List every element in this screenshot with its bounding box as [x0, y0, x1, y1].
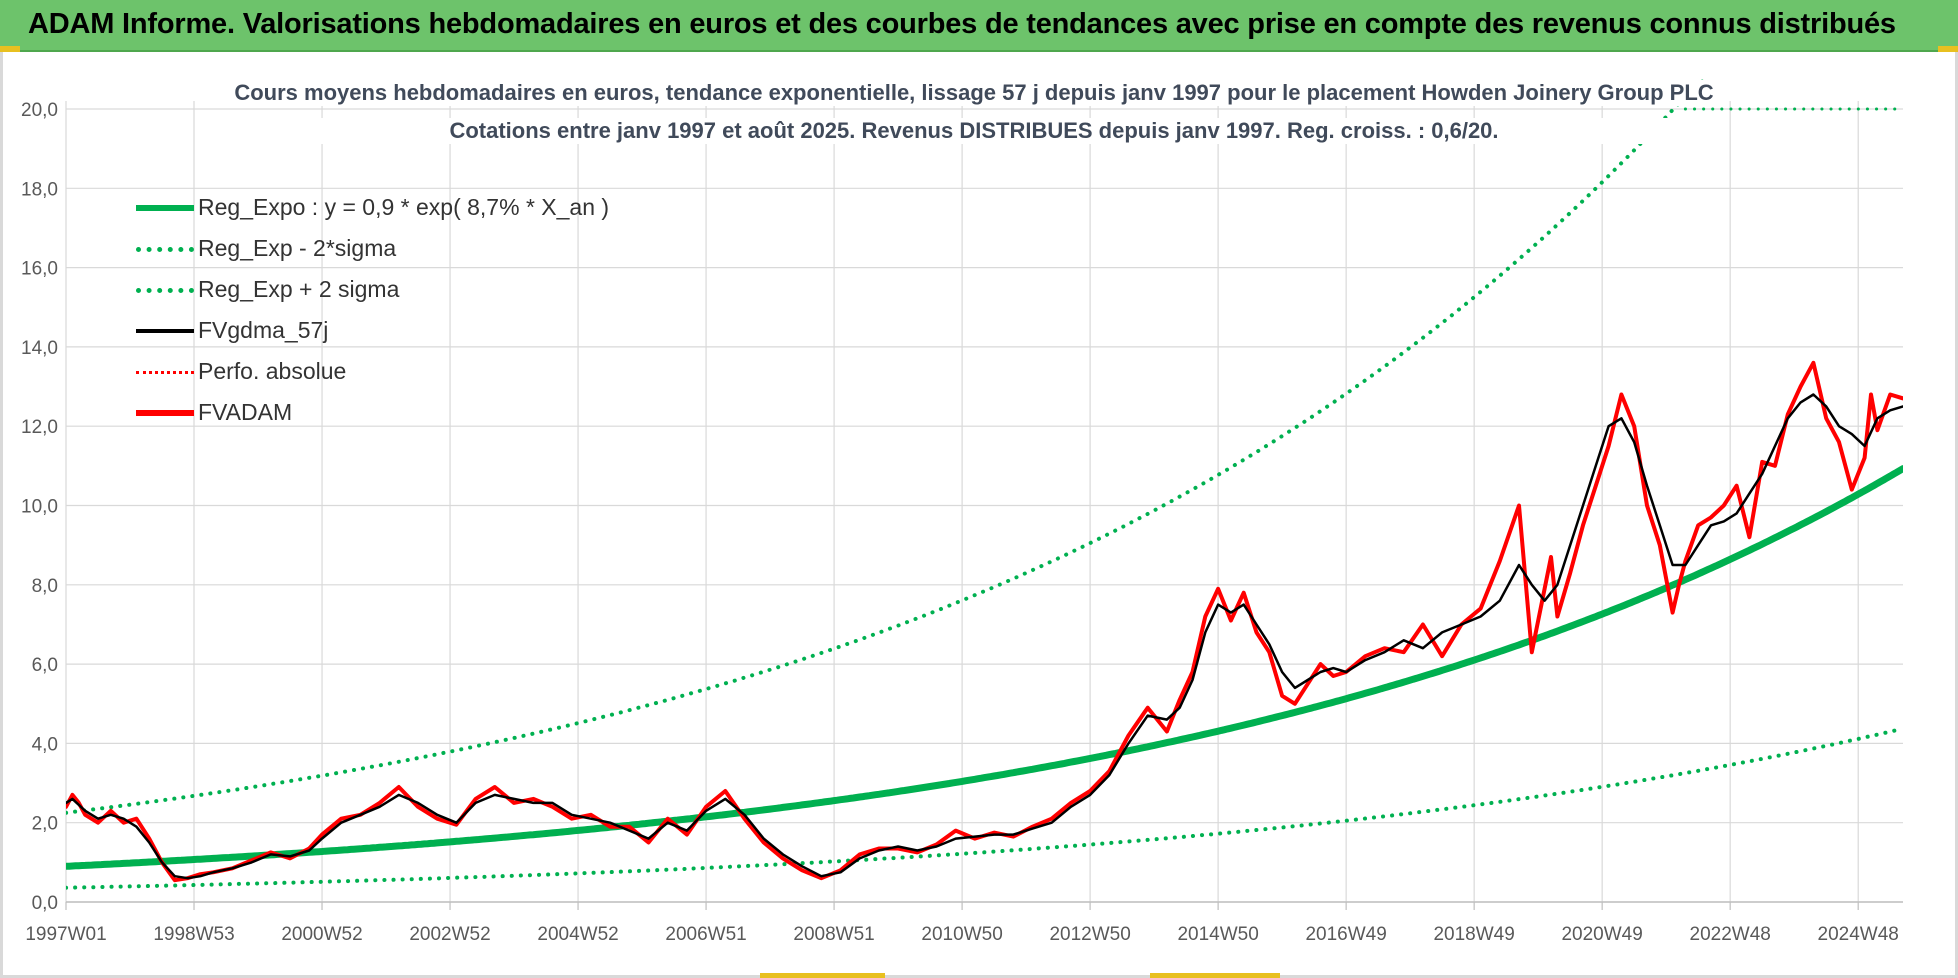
y-tick-label: 16,0: [21, 259, 58, 280]
x-tick-label: 2022W48: [1690, 924, 1771, 945]
legend-label-fvadam: FVADAM: [198, 399, 293, 425]
series-fvadam: [66, 360, 1903, 883]
chart-title-line-1: Cours moyens hebdomadaires en euros, ten…: [234, 80, 1714, 106]
legend-swatch-fvadam: [136, 410, 194, 416]
legend-label-fvgdma: FVgdma_57j: [198, 317, 329, 343]
legend-label-reg-exp-plus: Reg_Exp + 2 sigma: [198, 276, 400, 302]
series-fvgdma-57j: [66, 393, 1903, 880]
x-tick-label: 2008W51: [793, 924, 874, 945]
series-reg-expo: [66, 465, 1903, 870]
y-tick-label: 0,0: [32, 893, 58, 914]
legend-swatch-reg-exp-minus: [136, 247, 194, 252]
x-tick-label: 2000W52: [281, 924, 362, 945]
legend-swatch-perfo: [136, 371, 194, 374]
series-layer: [66, 79, 1905, 890]
x-tick-label: 2012W50: [1049, 924, 1130, 945]
banner-accent-right: [1938, 46, 1958, 52]
x-tick-label: 1998W53: [153, 924, 234, 945]
grid-layer: [65, 101, 1903, 903]
legend-label-reg-expo: Reg_Expo : y = 0,9 * exp( 8,7% * X_an ): [198, 194, 610, 220]
banner-accent-left: [0, 46, 20, 52]
x-tick-label: 1997W01: [25, 924, 106, 945]
y-tick-label: 14,0: [21, 338, 58, 359]
y-tick-label: 2,0: [32, 814, 58, 835]
chart-frame: [0, 52, 1958, 978]
x-tick-label: 2004W52: [537, 924, 618, 945]
x-tick-label: 2018W49: [1433, 924, 1514, 945]
y-tick-label: 4,0: [32, 734, 58, 755]
legend-swatch-reg-expo: [136, 205, 194, 211]
y-tick-label: 8,0: [32, 576, 58, 597]
axis-layer: 0,0 2,0 4,0 6,0 8,0 10,0 12,0 14,0 16,0 18,0 20,0 1…: [21, 100, 1903, 945]
banner: ADAM Informe. Valorisations hebdomadaire…: [0, 0, 1958, 52]
series-reg-exp-minus-2-sigma: [66, 726, 1903, 890]
legend-swatch-reg-exp-plus: [136, 288, 194, 293]
x-tick-label: 2014W50: [1177, 924, 1258, 945]
y-tick-label: 10,0: [21, 497, 58, 518]
x-tick-label: 2020W49: [1561, 924, 1642, 945]
legend-label-reg-exp-minus: Reg_Exp - 2*sigma: [198, 235, 397, 261]
bottom-accent-1: [760, 973, 885, 978]
x-tick-label: 2006W51: [665, 924, 746, 945]
y-tick-label: 20,0: [21, 100, 58, 121]
y-tick-label: 18,0: [21, 179, 58, 200]
chart-title-line-2: Cotations entre janv 1997 et août 2025. …: [234, 118, 1714, 144]
x-tick-label: 2010W50: [921, 924, 1002, 945]
bottom-accent-2: [1150, 973, 1280, 978]
x-tick-label: 2002W52: [409, 924, 490, 945]
series-reg-exp-plus-2-sigma: [66, 79, 1704, 815]
y-tick-label: 12,0: [21, 417, 58, 438]
y-tick-label: 6,0: [32, 655, 58, 676]
banner-title: ADAM Informe. Valorisations hebdomadaire…: [28, 8, 1896, 40]
x-tick-label: 2016W49: [1305, 924, 1386, 945]
legend-label-perfo: Perfo. absolue: [198, 358, 347, 384]
legend-swatch-fvgdma: [136, 329, 194, 333]
x-tick-label: 2024W48: [1818, 924, 1899, 945]
